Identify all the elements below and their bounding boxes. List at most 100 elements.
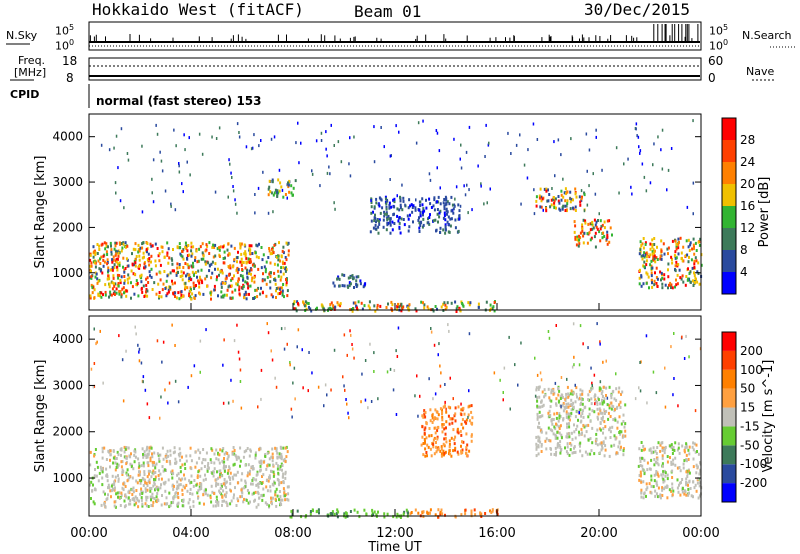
- data-cell: [274, 278, 277, 282]
- data-cell: [556, 436, 559, 440]
- data-cell: [671, 469, 674, 473]
- data-cell: [224, 256, 226, 260]
- data-cell: [445, 426, 447, 430]
- data-cell: [191, 492, 194, 496]
- data-cell: [337, 303, 340, 307]
- data-cell: [536, 396, 539, 400]
- data-cell: [426, 511, 429, 515]
- data-cell: [198, 247, 201, 251]
- data-cell: [138, 461, 141, 465]
- data-cell: [101, 470, 104, 474]
- data-cell: [177, 472, 180, 476]
- data-cell: [250, 244, 253, 248]
- data-cell: [286, 289, 289, 293]
- data-cell: [591, 409, 594, 413]
- data-cell: [293, 300, 296, 304]
- data-cell: [600, 392, 603, 396]
- data-cell: [697, 496, 700, 500]
- scatter-cell: [230, 378, 232, 382]
- data-cell: [436, 448, 439, 452]
- data-cell: [269, 252, 272, 256]
- data-cell: [243, 252, 246, 256]
- data-cell: [116, 257, 119, 261]
- data-cell: [400, 309, 403, 313]
- data-cell: [262, 460, 265, 464]
- data-cell: [566, 432, 569, 436]
- data-cell: [615, 387, 618, 391]
- data-cell: [374, 227, 377, 231]
- data-cell: [560, 189, 563, 193]
- data-cell: [645, 488, 648, 492]
- data-cell: [437, 413, 440, 417]
- data-cell: [602, 431, 604, 435]
- data-cell: [387, 214, 390, 218]
- data-cell: [179, 451, 182, 455]
- data-cell: [275, 296, 277, 299]
- data-cell: [663, 252, 666, 256]
- scatter-cell: [603, 408, 605, 412]
- scatter-cell: [141, 210, 144, 214]
- scatter-cell: [520, 341, 522, 345]
- data-cell: [101, 456, 104, 460]
- data-cell: [639, 472, 642, 476]
- data-cell: [574, 224, 577, 228]
- data-cell: [578, 195, 581, 199]
- data-cell: [140, 496, 143, 500]
- data-cell: [148, 263, 151, 267]
- data-cell: [277, 258, 280, 262]
- data-cell: [669, 456, 671, 459]
- data-cell: [574, 209, 577, 212]
- data-cell: [212, 243, 215, 247]
- colorbar-segment: [722, 184, 736, 206]
- data-cell: [286, 450, 289, 454]
- data-cell: [620, 445, 622, 449]
- scatter-cell: [260, 139, 262, 142]
- data-cell: [242, 500, 245, 504]
- data-cell: [588, 231, 591, 235]
- data-cell: [89, 296, 92, 300]
- data-cell: [287, 183, 290, 187]
- data-cell: [538, 436, 541, 440]
- data-cell: [154, 466, 157, 470]
- data-cell: [219, 469, 222, 473]
- scatter-cell: [486, 201, 488, 205]
- scatter-cell: [484, 155, 486, 158]
- data-cell: [137, 457, 140, 461]
- data-cell: [664, 447, 666, 451]
- data-cell: [216, 247, 219, 251]
- colorbar-tick: 50: [740, 382, 755, 396]
- data-cell: [272, 251, 275, 254]
- scatter-cell: [295, 141, 297, 145]
- data-cell: [116, 462, 119, 466]
- data-cell: [459, 309, 462, 313]
- data-cell: [146, 495, 149, 499]
- data-cell: [118, 491, 121, 495]
- data-cell: [275, 461, 278, 465]
- data-cell: [148, 478, 151, 482]
- data-cell: [594, 394, 597, 397]
- colorbar-tick: 28: [740, 133, 755, 147]
- data-cell: [127, 264, 130, 268]
- scatter-cell: [159, 416, 161, 420]
- data-cell: [560, 193, 563, 197]
- data-cell: [421, 425, 424, 429]
- data-cell: [645, 255, 648, 259]
- data-cell: [181, 493, 184, 496]
- data-cell: [552, 389, 554, 393]
- colorbar-tick: 200: [740, 344, 763, 358]
- data-cell: [155, 495, 158, 499]
- xtick-label: 00:00: [70, 526, 107, 541]
- data-cell: [638, 252, 641, 256]
- scatter-cell: [115, 134, 118, 138]
- data-cell: [362, 285, 365, 289]
- scatter-cell: [602, 360, 604, 364]
- data-cell: [573, 423, 575, 427]
- data-cell: [688, 255, 690, 259]
- data-cell: [102, 490, 105, 494]
- data-cell: [204, 249, 207, 253]
- data-cell: [492, 305, 495, 309]
- data-cell: [593, 218, 596, 222]
- data-cell: [551, 429, 554, 433]
- freq-unit: [MHz]: [14, 66, 47, 79]
- data-cell: [454, 419, 457, 423]
